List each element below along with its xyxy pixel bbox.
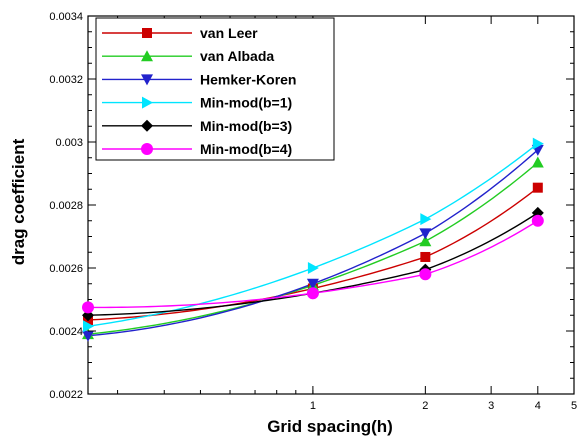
- y-tick-label: 0.0028: [49, 200, 83, 212]
- legend-box: [95, 17, 335, 161]
- data-point-min-mod-b-4: [419, 268, 432, 281]
- legend-marker-min-mod-b-3: [141, 119, 153, 132]
- data-point-van-leer: [532, 182, 543, 193]
- legend-marker-van-leer: [142, 28, 152, 38]
- series-curves: [87, 143, 539, 337]
- y-tick-label: 0.0034: [49, 11, 83, 23]
- legend-marker-hemker-koren: [141, 74, 153, 86]
- data-point-min-mod-b-4: [82, 301, 94, 314]
- data-point-min-mod-b-1: [532, 137, 544, 150]
- y-tick-label: 0.003: [55, 137, 83, 149]
- x-tick-label: 3: [488, 400, 494, 412]
- data-point-van-leer: [420, 251, 431, 262]
- x-tick-label: 1: [310, 400, 316, 412]
- x-tick-label: 4: [535, 400, 541, 412]
- y-tick-label: 0.0032: [49, 74, 83, 86]
- series-line-van-albada: [87, 161, 539, 335]
- legend-label-min-mod-b-3: Min-mod(b=3): [200, 118, 292, 134]
- data-point-min-mod-b-1: [307, 262, 319, 274]
- legend: van Leer van Albada Hemker-Koren Min-mod(b=…: [95, 17, 335, 161]
- series-markers: [82, 137, 544, 342]
- data-point-min-mod-b-1: [420, 213, 432, 226]
- legend-label-van-leer: van Leer: [200, 25, 258, 41]
- y-axis: 0.0022 0.0024 0.0026 0.0028 0.003 0.0032 0.003…: [49, 11, 574, 401]
- y-tick-label: 0.0022: [49, 389, 83, 401]
- data-point-hemker-koren: [306, 278, 319, 290]
- legend-label-min-mod-b-1: Min-mod(b=1): [200, 95, 292, 111]
- legend-label-hemker-koren: Hemker-Koren: [200, 71, 296, 87]
- legend-label-min-mod-b-4: Min-mod(b=4): [200, 141, 292, 157]
- data-point-min-mod-b-1: [83, 320, 94, 333]
- y-tick-label: 0.0024: [49, 326, 83, 338]
- y-axis-title: drag coefficient: [9, 138, 28, 265]
- legend-marker-min-mod-b-1: [142, 96, 153, 109]
- x-tick-label: 5: [571, 400, 577, 412]
- data-point-min-mod-b-4: [531, 214, 544, 227]
- series-line-min-mod-b-3: [87, 212, 539, 316]
- x-axis-title: Grid spacing(h): [267, 417, 393, 436]
- data-point-hemker-koren: [419, 228, 432, 240]
- legend-marker-min-mod-b-4: [141, 143, 153, 155]
- y-tick-label: 0.0026: [49, 263, 83, 275]
- series-line-hemker-koren: [87, 149, 539, 337]
- legend-marker-van-albada: [141, 50, 153, 62]
- legend-label-van-albada: van Albada: [200, 48, 274, 64]
- data-point-van-albada: [419, 235, 432, 247]
- data-point-min-mod-b-4: [306, 287, 319, 300]
- series-line-van-leer: [87, 187, 539, 321]
- data-point-van-albada: [531, 156, 544, 168]
- data-point-hemker-koren: [82, 330, 94, 342]
- x-tick-label: 2: [422, 400, 428, 412]
